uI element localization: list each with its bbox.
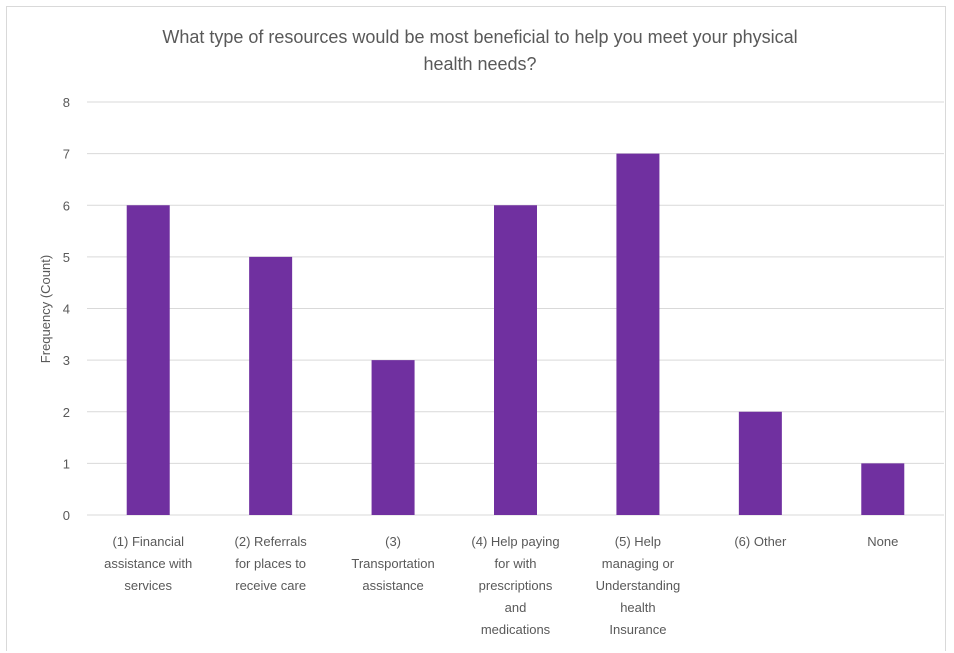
bar bbox=[371, 360, 415, 515]
y-tick-label: 7 bbox=[63, 147, 70, 162]
y-axis-label: Frequency (Count) bbox=[38, 255, 53, 363]
bar bbox=[616, 153, 660, 515]
x-category-label: (2) Referrals for places to receive care bbox=[235, 534, 308, 593]
bar bbox=[249, 256, 293, 515]
x-category-label: (4) Help paying for with prescriptions and m… bbox=[471, 534, 559, 637]
x-category-label: None bbox=[867, 534, 898, 549]
y-tick-label: 0 bbox=[63, 508, 70, 523]
bars bbox=[126, 153, 905, 515]
chart-title: What type of resources would be most ben… bbox=[162, 27, 798, 74]
x-category-labels: (1) Financial assistance with services (2) … bbox=[104, 534, 898, 637]
bar bbox=[494, 205, 537, 515]
y-tick-label: 5 bbox=[63, 250, 70, 265]
y-tick-labels: 0 1 2 3 4 5 6 7 8 bbox=[63, 95, 70, 523]
y-tick-label: 1 bbox=[63, 456, 70, 471]
x-category-label: (5) Help managing or Understanding health In… bbox=[596, 534, 681, 637]
bar bbox=[126, 205, 170, 515]
bar bbox=[861, 463, 905, 515]
x-category-label: (6) Other bbox=[734, 534, 787, 549]
x-category-label: (3) Transportation assistance bbox=[351, 534, 434, 593]
y-tick-label: 3 bbox=[63, 353, 70, 368]
y-tick-label: 6 bbox=[63, 198, 70, 213]
y-tick-label: 8 bbox=[63, 95, 70, 110]
y-tick-label: 4 bbox=[63, 302, 70, 317]
y-tick-label: 2 bbox=[63, 405, 70, 420]
bar bbox=[738, 411, 782, 515]
x-category-label: (1) Financial assistance with services bbox=[104, 534, 192, 593]
